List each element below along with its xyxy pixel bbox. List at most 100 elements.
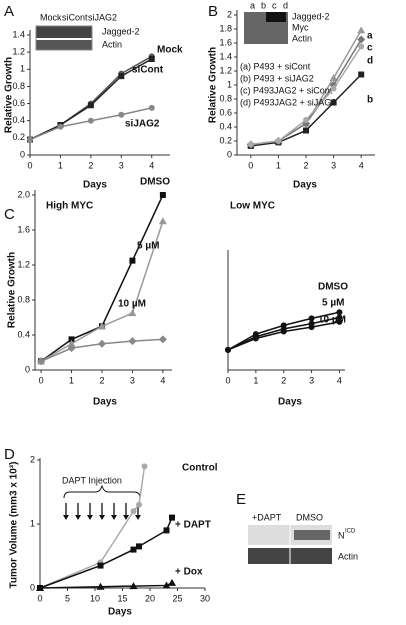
y-tick-label: 2 (30, 454, 35, 464)
marker (336, 318, 343, 325)
series-label: siCont (132, 65, 164, 76)
marker (275, 138, 282, 144)
band-label: Jagged-2 (102, 26, 140, 36)
marker (158, 335, 167, 344)
panel-letter: D (4, 446, 15, 463)
x-tick-label: 4 (160, 375, 165, 385)
panel-letter: E (236, 491, 246, 508)
x-tick-label: 4 (337, 375, 342, 385)
series-label: 10 µM (118, 299, 146, 310)
y-tick-label: 0 (227, 149, 232, 159)
marker (36, 584, 44, 591)
x-tick-label: 2 (281, 375, 286, 385)
marker (330, 99, 337, 106)
marker (162, 581, 171, 589)
lane-label: b (261, 0, 266, 10)
marker (336, 309, 343, 316)
lane-label: c (272, 0, 277, 10)
marker (37, 357, 46, 366)
marker (129, 582, 138, 590)
y-axis-label: Relative Growth (208, 47, 219, 123)
y-tick-label: 1 (30, 518, 35, 528)
y-tick-label: 0.4 (17, 329, 30, 339)
panel-letter: A (4, 3, 14, 20)
y-axis-label: Tumor Volume (mm3 x 10³) (9, 462, 20, 589)
x-tick-label: 1 (253, 375, 258, 385)
x-tick-label: 3 (119, 160, 124, 170)
series-label: Mock (157, 45, 183, 56)
arrows (65, 503, 139, 517)
series-label: Control (182, 463, 218, 474)
marker (358, 71, 365, 78)
band-label: Actin (102, 39, 122, 49)
y-tick-label: 1.2 (12, 47, 25, 57)
band-label: Jagged-2 (292, 11, 330, 21)
series-label: + DAPT (175, 520, 211, 531)
blot-band (294, 530, 330, 540)
x-tick-label: 0 (225, 375, 230, 385)
x-axis-label: Days (293, 180, 317, 191)
y-tick-label: 1.4 (12, 29, 25, 39)
marker (303, 117, 309, 123)
band-label: Actin (292, 33, 312, 43)
series-label: b (367, 95, 373, 106)
y-tick-label: 0.4 (12, 115, 25, 125)
brace (63, 484, 141, 499)
band-label-sup: ICD (345, 529, 356, 535)
marker (68, 336, 75, 343)
marker (159, 192, 166, 198)
y-tick-label: 1.6 (219, 37, 232, 47)
marker (141, 463, 148, 470)
marker (87, 117, 94, 124)
series-label: siJAG2 (125, 119, 160, 130)
marker (118, 111, 125, 118)
lane-label: +DAPT (252, 512, 282, 522)
y-tick-label: 1.6 (17, 224, 30, 234)
y-tick-label: 0.8 (219, 93, 232, 103)
y-tick-label: 1 (227, 79, 232, 89)
marker (252, 335, 259, 342)
x-tick-label: 4 (149, 160, 154, 170)
marker (158, 217, 167, 225)
arrowheads (63, 515, 141, 520)
marker (97, 339, 106, 348)
series-label: + Dox (175, 567, 203, 578)
y-tick-label: 1.2 (219, 65, 232, 75)
band-label: Actin (338, 551, 358, 561)
x-tick-label: 15 (117, 593, 127, 603)
x-tick-label: 0 (248, 160, 253, 170)
x-tick-label: 1 (58, 160, 63, 170)
x-tick-label: 4 (359, 160, 364, 170)
marker (303, 127, 309, 134)
panel-letter: B (208, 3, 218, 20)
marker (97, 322, 106, 330)
marker (247, 141, 254, 148)
marker (97, 562, 104, 569)
marker (27, 136, 33, 143)
annotation: DAPT Injection (62, 475, 122, 485)
y-tick-label: 1.2 (17, 259, 30, 269)
blot-band (266, 12, 286, 22)
lane-label: a (250, 0, 255, 10)
x-axis-label: Days (83, 180, 107, 191)
marker (163, 527, 170, 534)
blot-band (36, 26, 92, 38)
marker (57, 123, 64, 130)
series-label: 5 µM (137, 241, 159, 252)
y-tick-label: 0.4 (219, 121, 232, 131)
series-label: 10 µM (318, 315, 346, 326)
marker (280, 328, 287, 335)
marker (129, 257, 136, 264)
marker (67, 339, 76, 347)
x-tick-label: 0 (37, 593, 42, 603)
y-tick-label: 2.0 (17, 189, 30, 199)
legend-entry: (b) P493 + siJAG2 (240, 73, 314, 83)
lane-label: siCont (62, 12, 88, 22)
marker (136, 543, 142, 550)
marker (136, 501, 142, 508)
legend-entry: (d) P493JAG2 + siJAG2 (240, 97, 336, 107)
y-tick-label: 0.8 (12, 81, 25, 91)
marker (357, 26, 366, 34)
blot-frame (35, 25, 93, 51)
x-tick-label: 1 (276, 160, 281, 170)
